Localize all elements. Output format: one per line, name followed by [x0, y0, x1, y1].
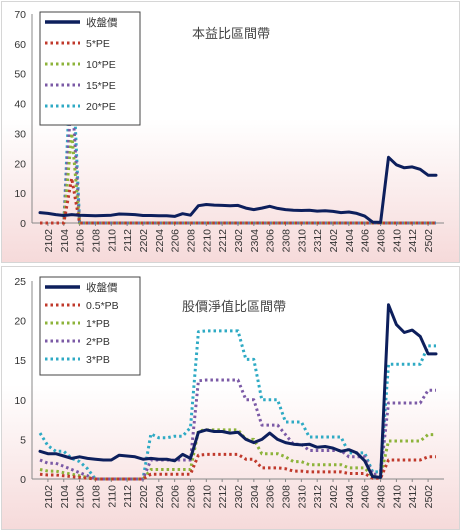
pb-band-chart: 0 5 10 15 20 25 2102 2104 2106 2108 2110 2112 2202 22…	[14, 276, 444, 509]
y-tick-label: 15	[14, 355, 26, 367]
x-tick-label: 2108	[90, 229, 102, 253]
x-tick-label: 2312	[312, 229, 324, 253]
x-tick-label: 2202	[138, 485, 150, 509]
x-tick-label: 2110	[106, 485, 118, 508]
x-tick-label: 2104	[59, 485, 71, 509]
x-tick-label: 2206	[170, 229, 182, 253]
y-tick-label: 70	[14, 9, 26, 21]
x-tick-label: 2210	[201, 229, 213, 253]
x-tick-label: 2204	[154, 229, 166, 253]
x-tick-label: 2412	[407, 229, 419, 253]
x-tick-label: 2212	[217, 229, 229, 253]
x-tick-label: 2212	[217, 485, 229, 509]
x-tick-label: 2110	[106, 229, 118, 252]
series-line-band-3	[40, 87, 436, 225]
x-tick-label: 2304	[249, 229, 261, 253]
y-tick-label: 0	[20, 218, 26, 230]
x-tick-label: 2302	[233, 229, 245, 253]
x-tick-label: 2408	[376, 485, 388, 509]
legend-label: 3*PB	[86, 354, 110, 366]
x-tick-label: 2108	[90, 485, 102, 509]
pe-band-chart: 0 10 20 30 40 50 60 70 2102 2104 2106 2108 2110 2112 2…	[14, 9, 444, 253]
x-tick-label: 2404	[344, 485, 356, 509]
x-tick-label: 2104	[59, 229, 71, 253]
x-tick-label: 2408	[376, 229, 388, 253]
x-tick-label: 2402	[328, 229, 340, 253]
legend-label: 15*PE	[86, 80, 116, 92]
x-tick-label: 2308	[281, 485, 293, 509]
legend-label: 5*PE	[86, 38, 110, 50]
legend-label: 2*PB	[86, 336, 110, 348]
y-tick-label: 40	[14, 99, 26, 111]
x-tick-label: 2208	[185, 229, 197, 253]
legend-label: 0.5*PB	[86, 300, 119, 312]
x-tick-label: 2406	[360, 485, 372, 509]
pb-band-chart-panel: 0 5 10 15 20 25 2102 2104 2106 2108 2110 2112 2202 22…	[1, 266, 460, 530]
chart-title: 本益比區間帶	[192, 26, 270, 41]
x-tick-label: 2404	[344, 229, 356, 253]
series-line-close-price	[38, 303, 438, 479]
x-tick-label: 2410	[391, 485, 403, 509]
x-tick-label: 2112	[122, 485, 134, 508]
y-tick-label: 0	[20, 474, 26, 486]
x-tick-label: 2302	[233, 485, 245, 509]
x-tick-label: 2102	[43, 485, 55, 509]
x-tick-label: 2106	[75, 229, 87, 253]
pe-band-chart-panel: 0 10 20 30 40 50 60 70 2102 2104 2106 2108 2110 2112 2…	[1, 1, 460, 263]
x-tick-label: 2312	[312, 485, 324, 509]
x-tick-label: 2406	[360, 229, 372, 253]
x-tick-label: 2112	[122, 229, 134, 252]
y-tick-label: 10	[14, 395, 26, 407]
legend-label: 收盤價	[86, 281, 118, 294]
y-tick-label: 5	[20, 434, 26, 446]
x-tick-label: 2208	[185, 485, 197, 509]
series-line-band-2	[40, 131, 436, 225]
series-line-band-1	[39, 452, 436, 481]
x-tick-label: 2306	[265, 229, 277, 253]
x-tick-label: 2502	[423, 485, 435, 509]
x-tick-label: 2206	[170, 485, 182, 509]
series-line-band-3	[39, 378, 436, 481]
y-tick-label: 30	[14, 128, 26, 140]
legend-label: 20*PE	[86, 101, 116, 113]
x-tick-label: 2412	[407, 485, 419, 509]
x-tick-label: 2306	[265, 485, 277, 509]
x-tick-label: 2102	[43, 229, 55, 253]
x-tick-label: 2310	[296, 229, 308, 253]
x-tick-label: 2502	[423, 229, 435, 253]
x-tick-label: 2204	[154, 485, 166, 509]
y-tick-label: 20	[14, 316, 26, 328]
series-line-close-price	[38, 155, 438, 224]
x-tick-label: 2202	[138, 229, 150, 253]
chart-title: 股價淨值比區間帶	[182, 299, 286, 314]
x-tick-label: 2304	[249, 485, 261, 509]
x-tick-label: 2410	[391, 229, 403, 253]
x-tick-label: 2402	[328, 485, 340, 509]
x-tick-label: 2308	[281, 229, 293, 253]
y-tick-label: 50	[14, 69, 26, 81]
y-tick-label: 20	[14, 158, 26, 170]
y-tick-label: 60	[14, 39, 26, 51]
x-tick-label: 2210	[201, 485, 213, 509]
legend-label: 收盤價	[86, 16, 118, 29]
legend-label: 10*PE	[86, 59, 116, 71]
x-tick-label: 2106	[75, 485, 87, 509]
y-tick-label: 25	[14, 276, 26, 288]
y-tick-label: 10	[14, 188, 26, 200]
x-tick-label: 2310	[296, 485, 308, 509]
legend-label: 1*PB	[86, 318, 110, 330]
